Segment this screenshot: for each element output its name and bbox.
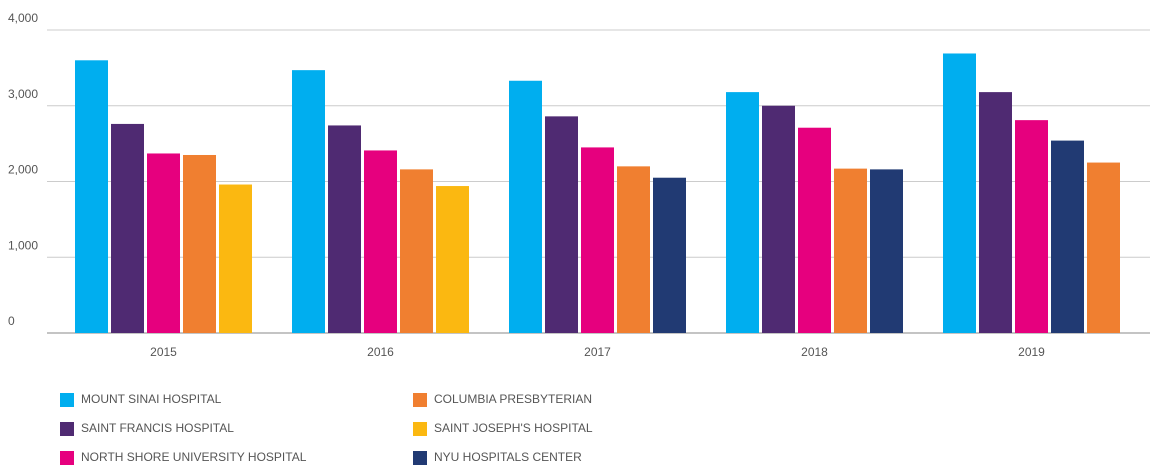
legend-label: MOUNT SINAI HOSPITAL xyxy=(81,392,222,406)
bar xyxy=(400,169,433,333)
bar xyxy=(834,168,867,333)
bar xyxy=(762,105,795,333)
bar xyxy=(581,147,614,333)
bar xyxy=(328,125,361,333)
legend-swatch xyxy=(413,422,427,436)
y-tick-label: 3,000 xyxy=(8,87,38,101)
bar xyxy=(509,80,542,333)
legend-label: SAINT FRANCIS HOSPITAL xyxy=(81,421,234,435)
legend-label: NYU HOSPITALS CENTER xyxy=(434,450,582,464)
legend-swatch xyxy=(413,451,427,465)
y-tick-label: 2,000 xyxy=(8,163,38,177)
bar xyxy=(364,150,397,333)
x-tick-label: 2017 xyxy=(584,345,611,359)
bar xyxy=(1015,120,1048,333)
y-tick-label: 4,000 xyxy=(8,11,38,25)
x-tick-label: 2015 xyxy=(150,345,177,359)
bar xyxy=(147,153,180,333)
legend-swatch xyxy=(60,393,74,407)
bar xyxy=(436,186,469,333)
legend-label: SAINT JOSEPH'S HOSPITAL xyxy=(434,421,593,435)
bar xyxy=(1087,162,1120,333)
bar xyxy=(798,127,831,333)
bar xyxy=(183,154,216,333)
x-tick-label: 2019 xyxy=(1018,345,1045,359)
y-tick-label: 1,000 xyxy=(8,238,38,252)
legend-label: NORTH SHORE UNIVERSITY HOSPITAL xyxy=(81,450,307,464)
bar xyxy=(943,53,976,334)
legend-label: COLUMBIA PRESBYTERIAN xyxy=(434,392,592,406)
legend-swatch xyxy=(60,422,74,436)
bar xyxy=(979,92,1012,334)
bar xyxy=(870,169,903,333)
legend-swatch xyxy=(413,393,427,407)
bar xyxy=(726,92,759,334)
bar xyxy=(111,123,144,334)
bar xyxy=(1051,140,1084,333)
bar xyxy=(653,177,686,333)
x-tick-label: 2016 xyxy=(367,345,394,359)
bar xyxy=(292,70,325,334)
y-tick-label: 0 xyxy=(8,314,15,328)
legend-swatch xyxy=(60,451,74,465)
bar xyxy=(219,184,252,333)
x-tick-label: 2018 xyxy=(801,345,828,359)
bar xyxy=(75,60,108,334)
bar xyxy=(545,116,578,333)
bar xyxy=(617,166,650,333)
